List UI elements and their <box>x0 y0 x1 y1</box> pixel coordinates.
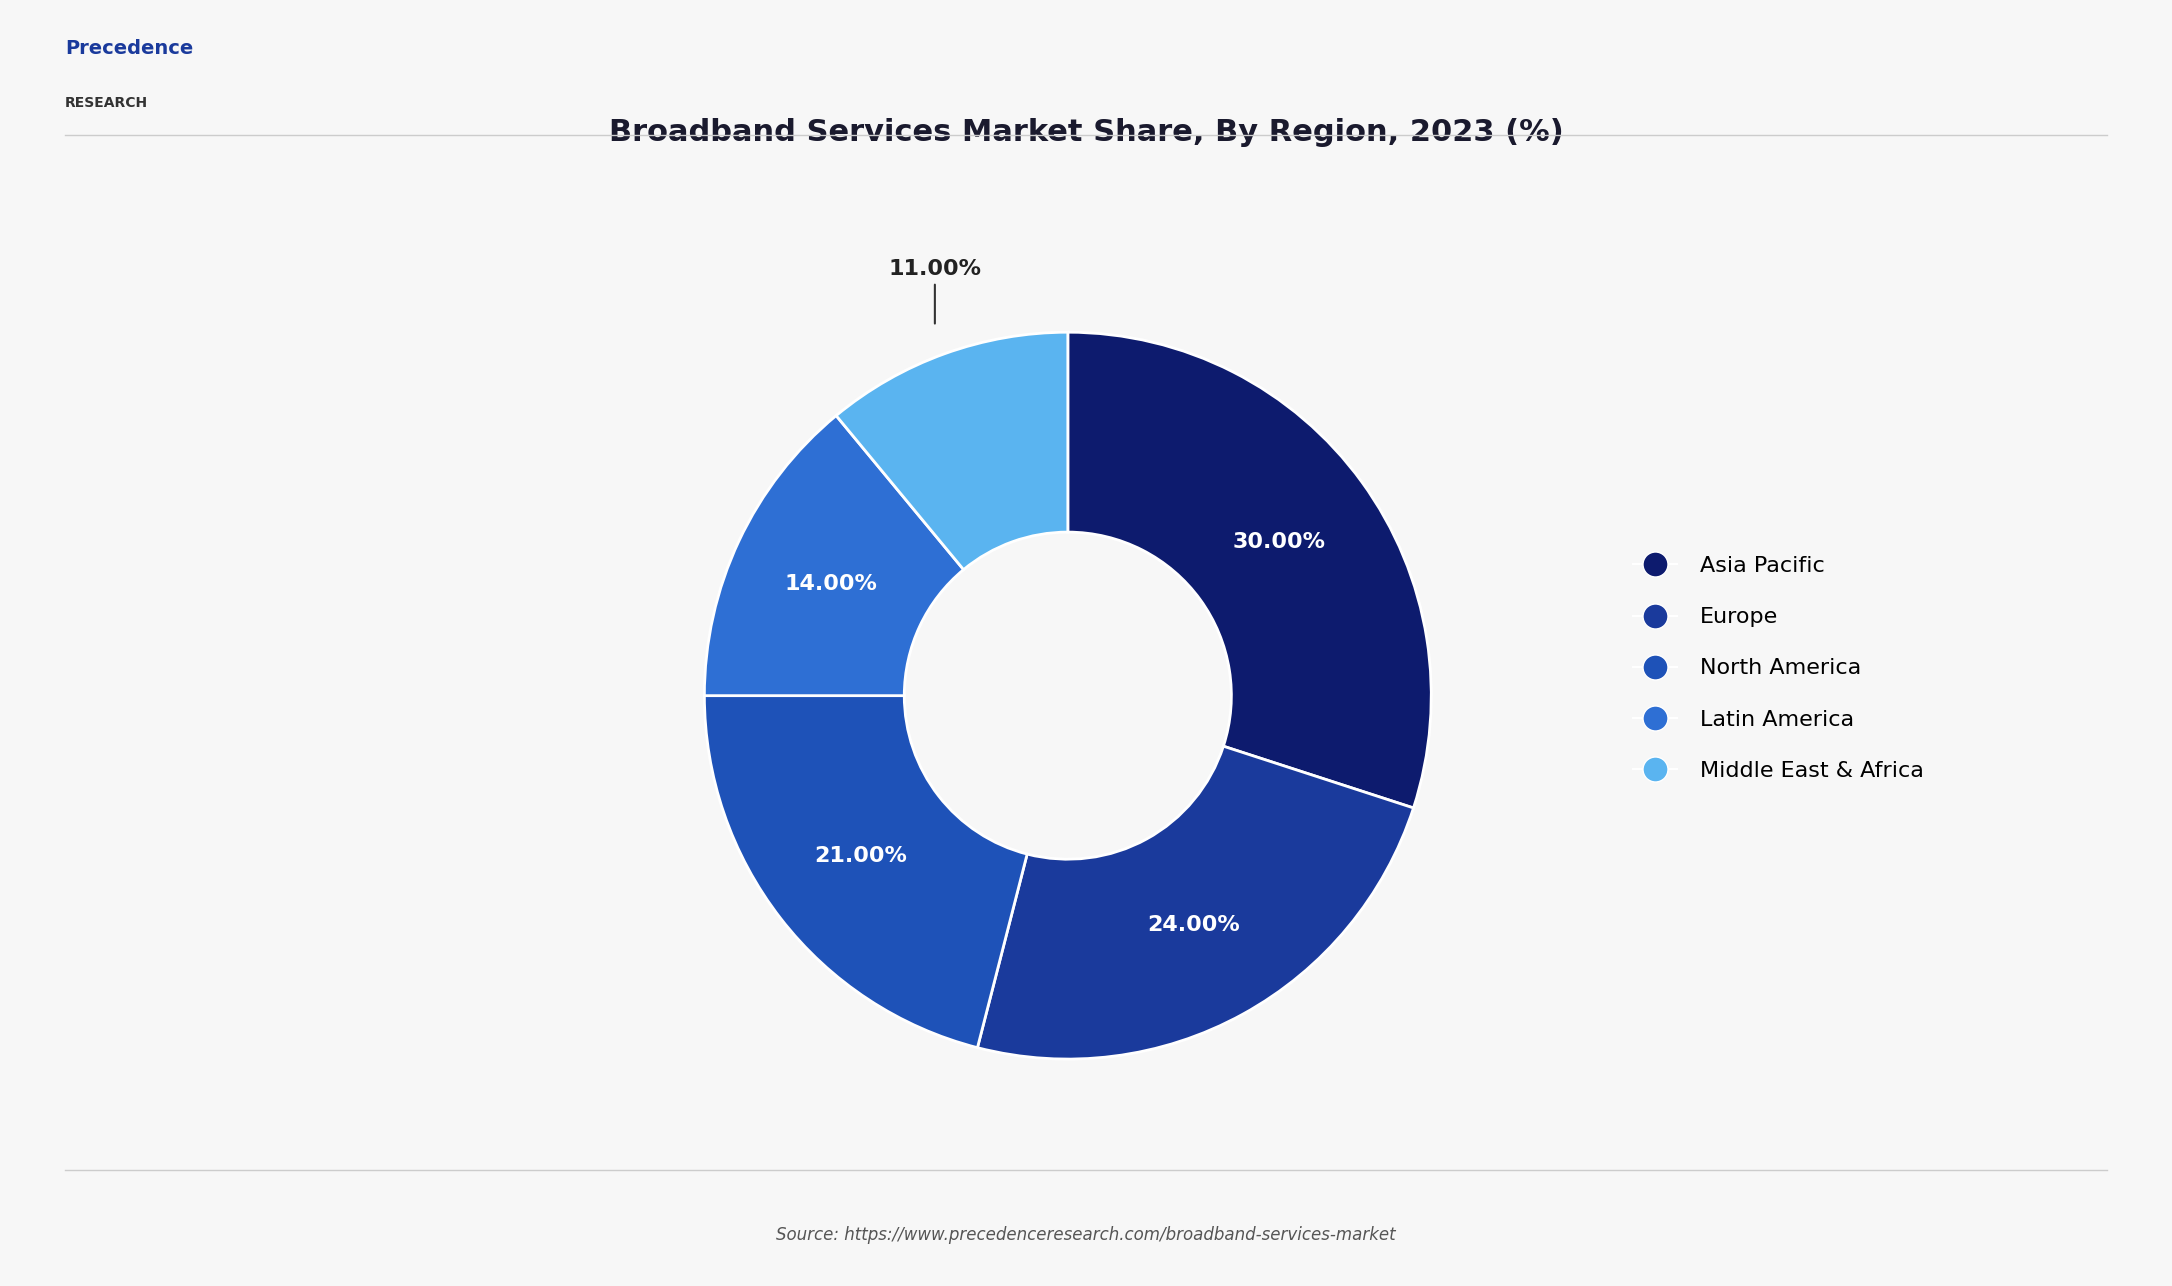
Wedge shape <box>704 415 964 696</box>
Title: Broadband Services Market Share, By Region, 2023 (%): Broadband Services Market Share, By Regi… <box>608 118 1564 147</box>
Legend: Asia Pacific, Europe, North America, Latin America, Middle East & Africa: Asia Pacific, Europe, North America, Lat… <box>1625 548 1933 790</box>
Text: 14.00%: 14.00% <box>784 575 877 594</box>
Text: 11.00%: 11.00% <box>888 258 982 324</box>
Text: 24.00%: 24.00% <box>1147 914 1240 935</box>
Text: Source: https://www.precedenceresearch.com/broadband-services-market: Source: https://www.precedenceresearch.c… <box>775 1226 1397 1244</box>
Text: Precedence: Precedence <box>65 39 193 58</box>
Wedge shape <box>704 696 1027 1048</box>
Wedge shape <box>977 746 1414 1060</box>
Text: RESEARCH: RESEARCH <box>65 96 148 111</box>
Text: 30.00%: 30.00% <box>1234 532 1327 552</box>
Wedge shape <box>836 332 1069 570</box>
Wedge shape <box>1069 332 1431 808</box>
Text: 21.00%: 21.00% <box>814 846 908 865</box>
